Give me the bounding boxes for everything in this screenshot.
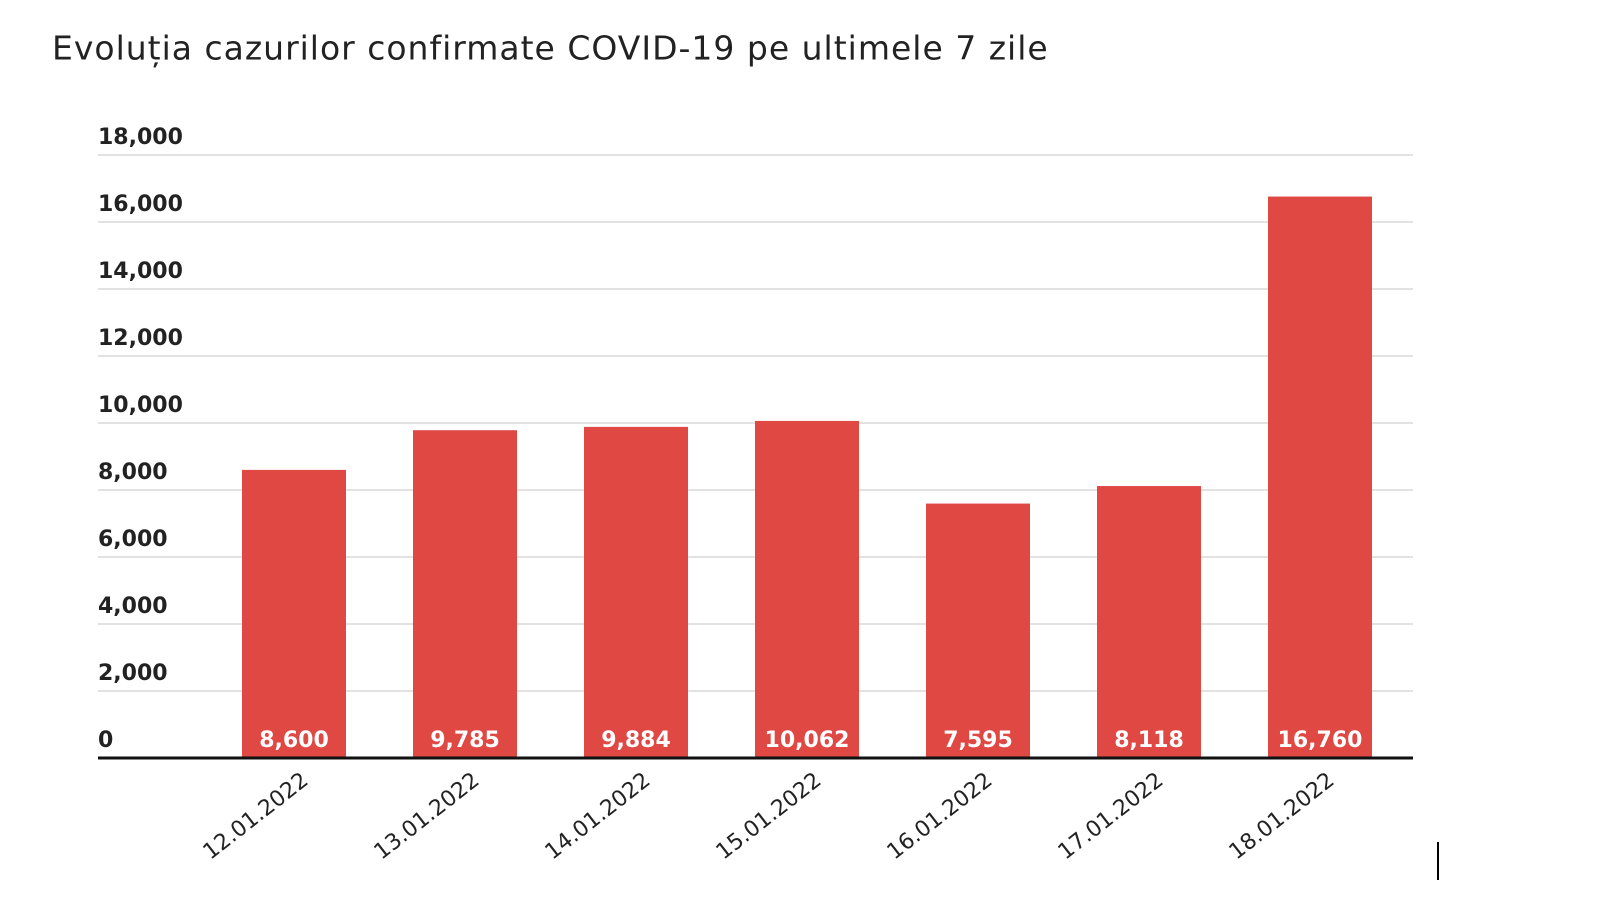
x-tick-label: 18.01.2022 (1225, 768, 1340, 865)
bar (1097, 486, 1201, 758)
value-label: 16,760 (1278, 728, 1363, 753)
x-tick-label: 16.01.2022 (883, 768, 998, 865)
value-label: 8,118 (1114, 728, 1184, 753)
y-tick-label: 4,000 (98, 594, 168, 619)
bar (926, 503, 1030, 758)
bar (413, 430, 517, 758)
x-tick-label: 15.01.2022 (712, 768, 827, 865)
y-tick-label: 10,000 (98, 393, 183, 418)
bar (1268, 196, 1372, 759)
y-tick-label: 14,000 (98, 259, 183, 284)
y-tick-label: 0 (98, 728, 113, 753)
x-tick-label: 12.01.2022 (199, 768, 314, 865)
y-tick-label: 8,000 (98, 460, 168, 485)
bar (584, 426, 688, 758)
bar (242, 469, 346, 758)
x-tick-label: 13.01.2022 (370, 768, 485, 865)
value-label: 8,600 (259, 728, 329, 753)
chart-title: Evoluția cazurilor confirmate COVID-19 p… (52, 29, 1049, 69)
bar (755, 420, 859, 758)
y-tick-label: 16,000 (98, 192, 183, 217)
x-tick-label: 17.01.2022 (1054, 768, 1169, 865)
y-tick-label: 18,000 (98, 125, 183, 150)
value-label: 7,595 (943, 728, 1013, 753)
x-tick-label: 14.01.2022 (541, 768, 656, 865)
value-label: 10,062 (765, 728, 850, 753)
y-tick-label: 6,000 (98, 527, 168, 552)
value-label: 9,785 (430, 728, 500, 753)
value-label: 9,884 (601, 728, 671, 753)
y-tick-label: 12,000 (98, 326, 183, 351)
y-tick-label: 2,000 (98, 661, 168, 686)
